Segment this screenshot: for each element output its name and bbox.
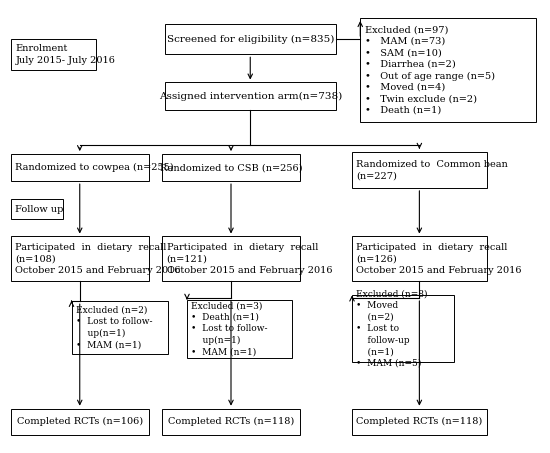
FancyBboxPatch shape	[187, 300, 292, 358]
FancyBboxPatch shape	[11, 154, 148, 181]
Text: Assigned intervention arm(n=738): Assigned intervention arm(n=738)	[158, 92, 342, 101]
Text: Participated  in  dietary  recall
(n=121)
October 2015 and February 2016: Participated in dietary recall (n=121) O…	[167, 243, 332, 275]
Text: Completed RCTs (n=106): Completed RCTs (n=106)	[16, 417, 143, 426]
FancyBboxPatch shape	[72, 301, 168, 354]
Text: Randomized to cowpea (n=255): Randomized to cowpea (n=255)	[15, 163, 174, 172]
FancyBboxPatch shape	[360, 18, 536, 122]
FancyBboxPatch shape	[11, 409, 148, 435]
FancyBboxPatch shape	[352, 295, 454, 362]
Text: Follow up: Follow up	[15, 205, 64, 213]
Text: Completed RCTs (n=118): Completed RCTs (n=118)	[356, 417, 482, 426]
Text: Randomized to CSB (n=256): Randomized to CSB (n=256)	[160, 163, 302, 172]
FancyBboxPatch shape	[162, 409, 300, 435]
FancyBboxPatch shape	[352, 409, 487, 435]
Text: Screened for eligibility (n=835): Screened for eligibility (n=835)	[167, 34, 334, 43]
Text: Excluded (n=2)
•  Lost to follow-
    up(n=1)
•  MAM (n=1): Excluded (n=2) • Lost to follow- up(n=1)…	[76, 306, 152, 349]
Text: Excluded (n=3)
•  Death (n=1)
•  Lost to follow-
    up(n=1)
•  MAM (n=1): Excluded (n=3) • Death (n=1) • Lost to f…	[191, 301, 268, 357]
Text: Randomized to  Common bean
(n=227): Randomized to Common bean (n=227)	[356, 159, 508, 180]
FancyBboxPatch shape	[11, 199, 63, 219]
Text: Completed RCTs (n=118): Completed RCTs (n=118)	[168, 417, 294, 426]
FancyBboxPatch shape	[352, 152, 487, 188]
FancyBboxPatch shape	[165, 82, 336, 110]
Text: Enrolment
July 2015- July 2016: Enrolment July 2015- July 2016	[15, 44, 116, 65]
Text: Participated  in  dietary  recall
(n=108)
October 2015 and February 2016: Participated in dietary recall (n=108) O…	[15, 243, 181, 275]
FancyBboxPatch shape	[162, 154, 300, 181]
FancyBboxPatch shape	[352, 236, 487, 281]
Text: Excluded (n=8)
•  Moved
    (n=2)
•  Lost to
    follow-up
    (n=1)
•  MAM (n=5: Excluded (n=8) • Moved (n=2) • Lost to f…	[356, 290, 428, 368]
Text: Excluded (n=97)
•   MAM (n=73)
•   SAM (n=10)
•   Diarrhea (n=2)
•   Out of age : Excluded (n=97) • MAM (n=73) • SAM (n=10…	[365, 25, 494, 115]
FancyBboxPatch shape	[11, 39, 96, 70]
FancyBboxPatch shape	[11, 236, 148, 281]
FancyBboxPatch shape	[165, 24, 336, 54]
Text: Participated  in  dietary  recall
(n=126)
October 2015 and February 2016: Participated in dietary recall (n=126) O…	[356, 243, 522, 275]
FancyBboxPatch shape	[162, 236, 300, 281]
